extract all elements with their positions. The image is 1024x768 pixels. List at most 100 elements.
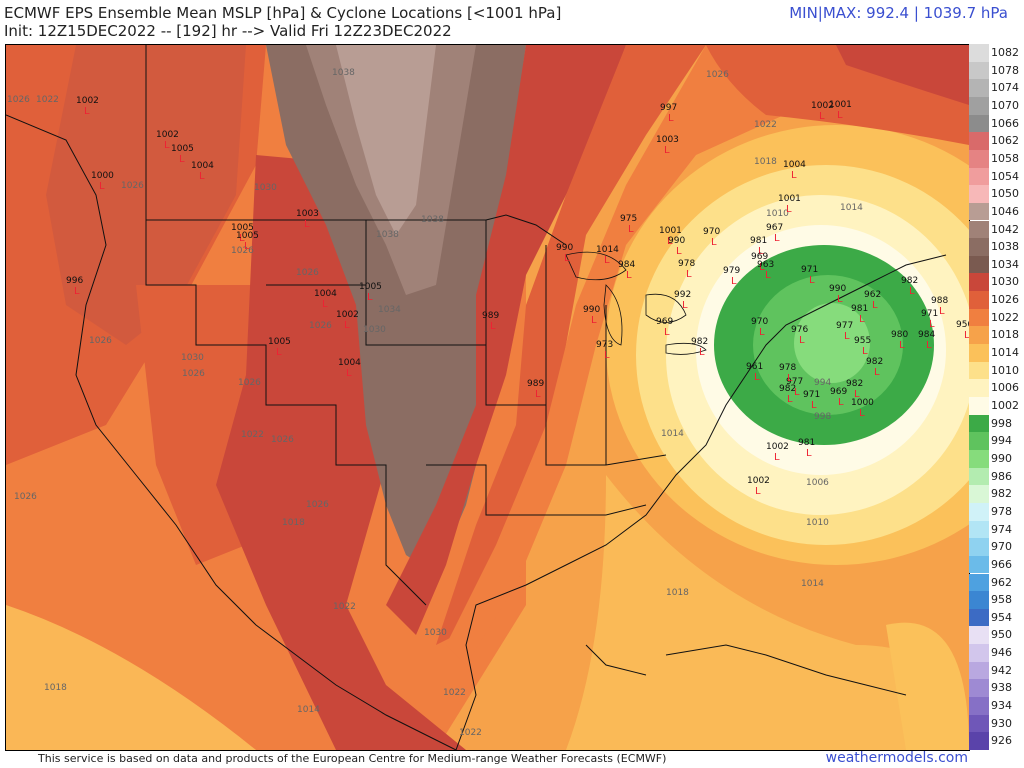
pressure-map[interactable]: 1026 1022 1026 1038 1030 1038 1038 1026 1026 1034… — [5, 44, 970, 751]
colorbar-level: 962 — [969, 573, 1024, 592]
cyclone-marker-icon: L — [939, 306, 945, 317]
cyclone-marker-icon: L — [837, 294, 843, 305]
colorbar-level: 1026 — [969, 291, 1024, 309]
cyclone-pressure-label: 1003 — [296, 209, 319, 219]
cyclone-pressure-label: 982 — [779, 384, 796, 394]
cyclone-marker-icon: L — [838, 397, 844, 408]
cyclone-marker-icon: L — [199, 171, 205, 182]
cyclone-marker-icon: L — [490, 321, 496, 332]
colorbar-label: 1038 — [991, 240, 1019, 254]
colorbar-level: 1074 — [969, 79, 1024, 97]
isobar-label: 1018 — [754, 157, 777, 167]
cyclone-pressure-label: 950 — [956, 320, 969, 330]
colorbar-label: 966 — [991, 557, 1012, 571]
cyclone-marker-icon: L — [535, 389, 541, 400]
isobar-label: 994 — [814, 378, 831, 388]
colorbar-swatch — [969, 449, 989, 468]
cyclone-pressure-label: 1001 — [778, 194, 801, 204]
colorbar-label: 1010 — [991, 363, 1019, 377]
colorbar-swatch — [969, 202, 989, 221]
cyclone-pressure-label: 969 — [656, 317, 673, 327]
cyclone-marker-icon: L — [874, 367, 880, 378]
cyclone-pressure-label: 990 — [829, 284, 846, 294]
colorbar-level: 942 — [969, 661, 1024, 680]
colorbar-swatch — [969, 361, 989, 380]
colorbar-level: 994 — [969, 432, 1024, 450]
colorbar-level: 1046 — [969, 202, 1024, 221]
cyclone-marker-icon: L — [758, 246, 764, 257]
isobar-label: 1022 — [36, 95, 59, 105]
colorbar-label: 1070 — [991, 98, 1019, 112]
cyclone-marker-icon: L — [964, 330, 969, 341]
colorbar-label: 1006 — [991, 381, 1019, 395]
cyclone-pressure-label: 1005 — [236, 231, 259, 241]
cyclone-pressure-label: 1000 — [851, 398, 874, 408]
colorbar-level: 1034 — [969, 255, 1024, 274]
colorbar-swatch — [969, 538, 989, 556]
colorbar-label: 1014 — [991, 346, 1019, 360]
colorbar-label: 978 — [991, 504, 1012, 518]
colorbar-swatch — [969, 273, 989, 292]
cyclone-pressure-label: 982 — [691, 337, 708, 347]
isobar-label: 1026 — [271, 435, 294, 445]
isobar-label: 1026 — [182, 369, 205, 379]
cyclone-pressure-label: 1004 — [338, 358, 361, 368]
cyclone-marker-icon: L — [926, 340, 932, 351]
colorbar-swatch — [969, 132, 989, 150]
colorbar-swatch — [969, 608, 989, 627]
cyclone-marker-icon: L — [244, 241, 250, 252]
colorbar-level: 934 — [969, 697, 1024, 715]
isobar-label: 1030 — [424, 628, 447, 638]
colorbar-label: 1050 — [991, 187, 1019, 201]
cyclone-pressure-label: 1004 — [783, 160, 806, 170]
colorbar-label: 1066 — [991, 116, 1019, 130]
isobar-label: 1014 — [661, 429, 684, 439]
colorbar-label: 1034 — [991, 257, 1019, 271]
isobar-label: 1030 — [363, 325, 386, 335]
map-title: ECMWF EPS Ensemble Mean MSLP [hPa] & Cyc… — [4, 4, 562, 22]
isobar-label: 1030 — [181, 353, 204, 363]
cyclone-marker-icon: L — [755, 486, 761, 497]
colorbar-level: 970 — [969, 538, 1024, 556]
cyclone-marker-icon: L — [837, 110, 843, 121]
colorbar-level: 946 — [969, 644, 1024, 662]
colorbar-swatch — [969, 414, 989, 433]
cyclone-pressure-label: 978 — [779, 363, 796, 373]
cyclone-pressure-label: 1000 — [91, 171, 114, 181]
cyclone-pressure-label: 969 — [751, 252, 768, 262]
colorbar-label: 1026 — [991, 293, 1019, 307]
colorbar-level: 950 — [969, 626, 1024, 645]
cyclone-marker-icon: L — [862, 346, 868, 357]
colorbar-label: 962 — [991, 575, 1012, 589]
cyclone-pressure-label: 1004 — [191, 161, 214, 171]
cyclone-marker-icon: L — [667, 236, 673, 247]
cyclone-pressure-label: 963 — [757, 260, 774, 270]
isobar-label: 1034 — [378, 305, 401, 315]
colorbar-label: 1018 — [991, 328, 1019, 342]
colorbar-label: 1058 — [991, 151, 1019, 165]
cyclone-marker-icon: L — [759, 327, 765, 338]
cyclone-pressure-label: 1002 — [747, 476, 770, 486]
colorbar-level: 1038 — [969, 238, 1024, 256]
isobar-label: 1038 — [421, 215, 444, 225]
colorbar-label: 1082 — [991, 46, 1019, 59]
colorbar-level: 1082 — [969, 44, 1024, 62]
cyclone-marker-icon: L — [346, 368, 352, 379]
cyclone-marker-icon: L — [799, 335, 805, 346]
colorbar-swatch — [969, 291, 989, 309]
colorbar-level: 1014 — [969, 344, 1024, 362]
site-link[interactable]: weathermodels.com — [825, 750, 968, 766]
colorbar-swatch — [969, 555, 989, 574]
colorbar-level: 982 — [969, 485, 1024, 503]
cyclone-pressure-label: 984 — [918, 330, 935, 340]
colorbar-swatch — [969, 308, 989, 327]
isobar-label: 1018 — [282, 518, 305, 528]
colorbar-swatch — [969, 79, 989, 97]
cyclone-pressure-label: 981 — [750, 236, 767, 246]
colorbar-swatch — [969, 114, 989, 133]
cyclone-pressure-label: 984 — [618, 260, 635, 270]
colorbar-swatch — [969, 238, 989, 256]
colorbar-label: 1046 — [991, 204, 1019, 218]
colorbar-level: 1070 — [969, 96, 1024, 115]
colorbar-label: 950 — [991, 628, 1012, 642]
